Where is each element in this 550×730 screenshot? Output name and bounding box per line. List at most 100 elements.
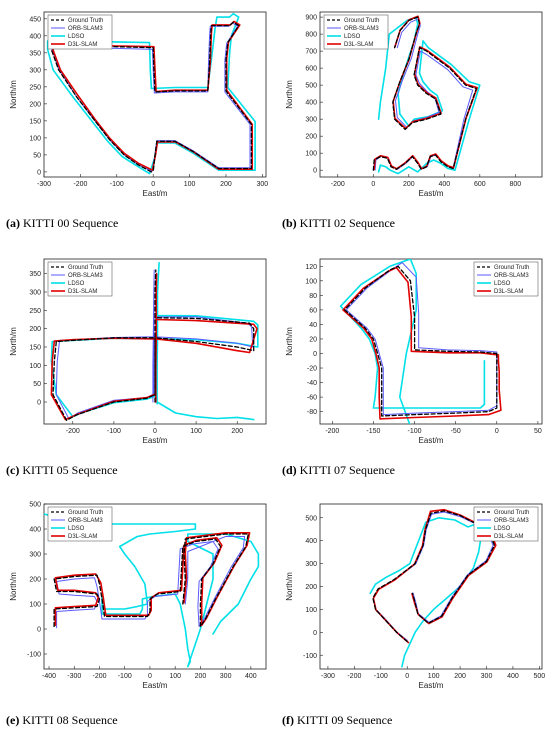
trajectory-chart: -300 -200 -100 0 100 200 300 0 50 100 150 200 250 300… bbox=[9, 11, 268, 198]
y-tick-label: 0 bbox=[37, 627, 41, 634]
y-tick-label: 100 bbox=[29, 135, 41, 142]
y-tick-label: 60 bbox=[309, 307, 317, 314]
panel-caption: (a) KITTI 00 Sequence bbox=[6, 216, 118, 231]
panel-caption-text: KITTI 00 Sequence bbox=[20, 216, 119, 230]
trajectory-chart: -200 -150 -100 -50 0 50-80-60-40-200204060801… bbox=[285, 258, 543, 445]
legend-label: LDSO bbox=[68, 281, 85, 287]
x-tick-label: 400 bbox=[245, 673, 257, 680]
x-tick-label: -100 bbox=[107, 428, 121, 435]
panel-caption-text: KITTI 05 Sequence bbox=[19, 463, 118, 477]
x-tick-label: 100 bbox=[169, 673, 181, 680]
x-tick-label: -200 bbox=[73, 181, 87, 188]
x-tick-label: 200 bbox=[403, 181, 415, 188]
chart-panel-0: -300 -200 -100 0 100 200 300 0 50 100 150 200 250 300… bbox=[6, 0, 274, 205]
x-tick-label: 100 bbox=[190, 428, 202, 435]
y-tick-label: 500 bbox=[305, 515, 317, 522]
x-axis-label: East/m bbox=[143, 436, 168, 445]
legend-label: D3L-SLAM bbox=[68, 289, 97, 295]
x-tick-label: 200 bbox=[220, 181, 232, 188]
legend-label: ORB-SLAM3 bbox=[494, 273, 529, 279]
x-axis-label: East/m bbox=[143, 681, 168, 690]
trajectory-chart: -200 -100 0 100 200 0 50 100 150 200 250 300 350 East… bbox=[9, 258, 267, 445]
legend: Ground Truth ORB-SLAM3 LDSO D3L-SLAM bbox=[47, 14, 113, 50]
chart-panel-3: -200 -150 -100 -50 0 50 -80 -60 -40 -20 0 20 40 60 80 1… bbox=[282, 247, 550, 452]
x-tick-label: -200 bbox=[325, 428, 339, 435]
panel-caption-tag: (a) bbox=[6, 216, 20, 230]
panel-caption-tag: (c) bbox=[6, 463, 20, 477]
y-tick-label: 150 bbox=[29, 345, 41, 352]
y-tick-label: 300 bbox=[305, 561, 317, 568]
x-tick-label: 400 bbox=[438, 181, 450, 188]
panel-caption: (f) KITTI 09 Sequence bbox=[282, 713, 392, 728]
legend-label: D3L-SLAM bbox=[494, 289, 523, 295]
chart-panel-1: -200 0 200 400 600 800 0 100 200 300 400 500 600 700 8… bbox=[282, 0, 550, 205]
x-tick-label: -100 bbox=[118, 673, 132, 680]
y-tick-label: 350 bbox=[29, 271, 41, 278]
x-axis-label: East/m bbox=[419, 436, 444, 445]
y-tick-label: 100 bbox=[29, 363, 41, 370]
y-tick-label: 0 bbox=[37, 400, 41, 407]
series-line-orb-slam3 bbox=[56, 536, 246, 629]
y-tick-label: 450 bbox=[29, 16, 41, 23]
legend-label: D3L-SLAM bbox=[68, 42, 97, 48]
legend: Ground Truth ORB-SLAM3 LDSO D3L-SLAM bbox=[473, 261, 539, 297]
x-tick-label: -150 bbox=[366, 428, 380, 435]
y-tick-label: 800 bbox=[305, 32, 317, 39]
series-line-ground-truth bbox=[53, 533, 249, 628]
series-line-ldso bbox=[46, 12, 256, 175]
x-tick-label: 600 bbox=[474, 181, 486, 188]
legend: Ground Truth ORB-SLAM3 LDSO D3L-SLAM bbox=[47, 261, 113, 297]
y-tick-label: 200 bbox=[305, 134, 317, 141]
chart-panel-4: -400 -300 -200 -100 0 100 200 300 400 -100 0 100 200… bbox=[6, 492, 274, 697]
x-tick-label: 0 bbox=[371, 181, 375, 188]
x-tick-label: 100 bbox=[184, 181, 196, 188]
series-line-ground-truth bbox=[52, 269, 255, 421]
chart-panel-5: -300 -200 -100 0 100 200 300 400 500 -100 0 100 200 3… bbox=[282, 492, 550, 697]
y-tick-label: 700 bbox=[305, 49, 317, 56]
y-tick-label: 100 bbox=[305, 278, 317, 285]
series-line-d3l-slam bbox=[342, 266, 502, 420]
legend: Ground Truth ORB-SLAM3 LDSO D3L-SLAM bbox=[323, 14, 389, 50]
series-line-ground-truth bbox=[372, 16, 477, 171]
x-tick-label: 0 bbox=[405, 673, 409, 680]
x-tick-label: -200 bbox=[66, 428, 80, 435]
panel-caption-tag: (d) bbox=[282, 463, 297, 477]
y-tick-label: -60 bbox=[307, 395, 317, 402]
y-axis-label: North/m bbox=[285, 572, 294, 601]
legend-label: Ground Truth bbox=[494, 265, 529, 271]
panel-caption: (d) KITTI 07 Sequence bbox=[282, 463, 395, 478]
legend-label: LDSO bbox=[68, 526, 85, 532]
legend-label: ORB-SLAM3 bbox=[68, 273, 103, 279]
x-tick-label: 200 bbox=[454, 673, 466, 680]
y-tick-label: -100 bbox=[303, 653, 317, 660]
y-axis-label: North/m bbox=[9, 80, 18, 109]
legend-label: LDSO bbox=[494, 526, 511, 532]
y-tick-label: 400 bbox=[29, 33, 41, 40]
legend-label: ORB-SLAM3 bbox=[68, 26, 103, 32]
y-tick-label: 300 bbox=[305, 117, 317, 124]
panel-caption-text: KITTI 09 Sequence bbox=[294, 713, 393, 727]
x-tick-label: 800 bbox=[510, 181, 522, 188]
legend-label: ORB-SLAM3 bbox=[494, 518, 529, 524]
y-tick-label: 250 bbox=[29, 308, 41, 315]
x-tick-label: -300 bbox=[67, 673, 81, 680]
trajectory-chart: -200 0 200 400 600 800 0 100 200 300 400 500 600 700 8… bbox=[285, 11, 543, 198]
series-line-ldso bbox=[339, 259, 486, 424]
x-tick-label: 500 bbox=[534, 673, 546, 680]
panel-caption: (b) KITTI 02 Sequence bbox=[282, 216, 395, 231]
y-axis-label: North/m bbox=[9, 327, 18, 356]
x-tick-label: -50 bbox=[451, 428, 461, 435]
x-tick-label: 50 bbox=[534, 428, 542, 435]
x-tick-label: 400 bbox=[507, 673, 519, 680]
chart-panel-2: -200 -100 0 100 200 0 50 100 150 200 250 300 350 East… bbox=[6, 247, 274, 452]
x-axis-label: East/m bbox=[419, 189, 444, 198]
y-tick-label: -100 bbox=[27, 652, 41, 659]
x-tick-label: -200 bbox=[347, 673, 361, 680]
x-axis-label: East/m bbox=[143, 189, 168, 198]
x-tick-label: -300 bbox=[37, 181, 51, 188]
panel-caption-tag: (b) bbox=[282, 216, 297, 230]
y-tick-label: -40 bbox=[307, 380, 317, 387]
legend-box bbox=[47, 506, 113, 542]
y-tick-label: 100 bbox=[29, 602, 41, 609]
x-tick-label: -400 bbox=[42, 673, 56, 680]
